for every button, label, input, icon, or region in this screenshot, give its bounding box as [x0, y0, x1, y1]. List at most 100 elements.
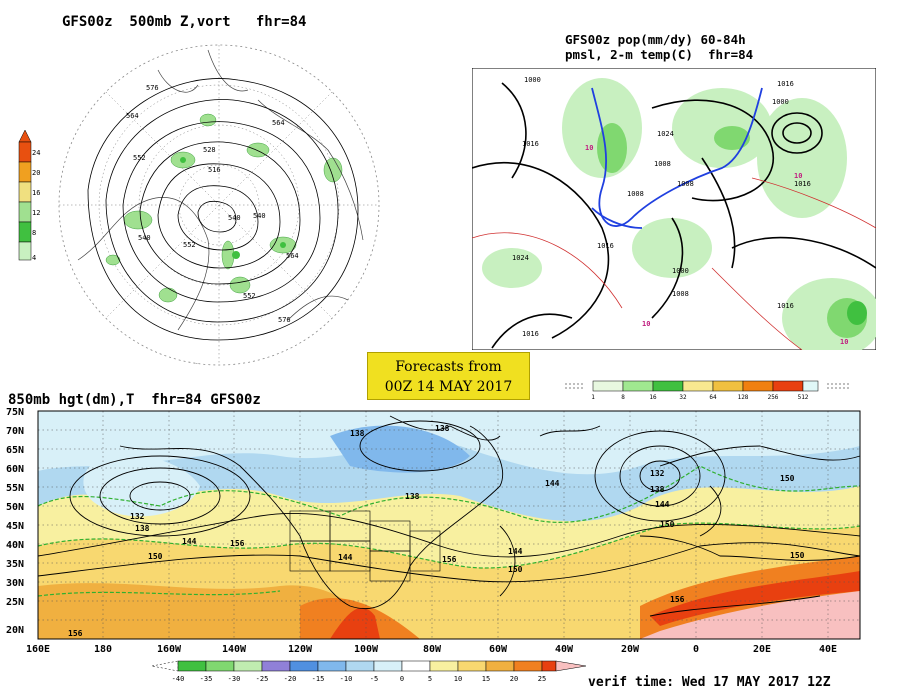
isobar-label: 1024	[512, 254, 529, 262]
height-label: 144	[338, 553, 353, 562]
temp-label: 10	[840, 338, 848, 346]
temp-colorbar-tick: 0	[400, 675, 404, 683]
isobar-label: 1016	[794, 180, 811, 188]
temp-colorbar-tick: -35	[200, 675, 213, 683]
polar-500mb-map: 576 564 552 540 528 516 540 552 564 576 …	[58, 44, 380, 370]
lat-label: 35N	[6, 559, 24, 570]
temp-colorbar-tick: -15	[312, 675, 325, 683]
lon-label: 120W	[288, 644, 313, 655]
polar-contour-label: 576	[146, 84, 159, 92]
lon-label: 60W	[489, 644, 508, 655]
isobar-label: 1016	[777, 80, 794, 88]
lat-label: 50N	[6, 502, 24, 513]
height-label: 132	[650, 469, 665, 478]
temp-label: 10	[794, 172, 802, 180]
lat-label: 20N	[6, 625, 24, 636]
temp-colorbar-tick: 15	[482, 675, 490, 683]
lon-label: 160W	[157, 644, 182, 655]
temp-colorbar-tick: 5	[428, 675, 432, 683]
height-label: 150	[790, 551, 805, 560]
map850-hgt-temp: 132 138 144 150 156 144 138 144 150 156 …	[6, 407, 861, 655]
precip-colorbar-tick: 64	[709, 394, 717, 401]
temp-colorbar-tick: -30	[228, 675, 241, 683]
polar-colorbar-tick: 20	[32, 169, 40, 177]
lon-label: 160E	[26, 644, 50, 655]
polar-contour-label: 540	[228, 214, 241, 222]
polar-contour-label: 588	[186, 362, 199, 370]
precip-colorbar-tick: 1	[591, 394, 595, 401]
height-label: 144	[655, 500, 670, 509]
precip-colorbar: 1 8 16 32 64 128 256 512	[565, 380, 850, 401]
lon-label: 180	[94, 644, 112, 655]
precip-colorbar-tick: 8	[621, 394, 625, 401]
forecast-init-box: Forecasts from 00Z 14 MAY 2017	[367, 352, 530, 400]
precip-panel-title: GFS00z pop(mm/dy) 60-84h pmsl, 2-m temp(…	[565, 32, 753, 62]
verif-time: verif time: Wed 17 MAY 2017 12Z	[588, 675, 831, 690]
lon-label: 20W	[621, 644, 640, 655]
polar-contour-label: 564	[126, 112, 139, 120]
precip-title-line1: GFS00z pop(mm/dy) 60-84h	[565, 32, 746, 47]
polar-contour-label: 552	[183, 241, 196, 249]
lat-label: 75N	[6, 407, 24, 418]
temp-colorbar-tick: -25	[256, 675, 269, 683]
precip-colorbar-tick: 32	[679, 394, 687, 401]
temp-colorbar-tick: 10	[454, 675, 462, 683]
height-label: 138	[435, 424, 450, 433]
height-label: 144	[182, 537, 197, 546]
map850-title: 850mb hgt(dm),T fhr=84 GFS00z	[8, 392, 261, 408]
polar-contour-label: 552	[243, 292, 256, 300]
isobar-label: 1008	[672, 290, 689, 298]
isobar-label: 1024	[657, 130, 674, 138]
polar-contour-label: 528	[203, 146, 216, 154]
height-label: 138	[650, 485, 665, 494]
polar-panel-title: GFS00z 500mb Z,vort fhr=84	[62, 14, 307, 30]
lon-label: 20E	[753, 644, 771, 655]
lat-label: 30N	[6, 578, 24, 589]
polar-colorbar-tick: 16	[32, 189, 40, 197]
temp-colorbar-tick: 20	[510, 675, 518, 683]
polar-contour-label: 564	[272, 119, 285, 127]
isobar-label: 1000	[772, 98, 789, 106]
isobar-label: 1016	[597, 242, 614, 250]
lat-label: 40N	[6, 540, 24, 551]
height-label: 150	[508, 565, 523, 574]
isobar-label: 1008	[627, 190, 644, 198]
height-label: 150	[780, 474, 795, 483]
forecast-line2: 00Z 14 MAY 2017	[384, 379, 513, 395]
isobar-label: 1016	[522, 330, 539, 338]
height-label: 156	[670, 595, 685, 604]
lon-label: 40E	[819, 644, 837, 655]
isobar-label: 1016	[522, 140, 539, 148]
forecast-line1: Forecasts from	[395, 359, 502, 375]
temp-colorbar-tick: -5	[370, 675, 378, 683]
polar-colorbar-tick: 8	[32, 229, 36, 237]
temp-colorbar-tick: 25	[538, 675, 546, 683]
height-label: 132	[130, 512, 145, 521]
lat-label: 65N	[6, 445, 24, 456]
lat-label: 60N	[6, 464, 24, 475]
isobar-label: 1008	[677, 180, 694, 188]
height-label: 138	[405, 492, 420, 501]
isobar-label: 1016	[777, 302, 794, 310]
temp-label: 10	[642, 320, 650, 328]
polar-contour-label: 564	[286, 252, 299, 260]
polar-colorbar-tick: 4	[32, 254, 36, 262]
polar-contour-label: 540	[138, 234, 151, 242]
height-label: 138	[350, 429, 365, 438]
temp-colorbar: -40 -35 -30 -25 -20 -15 -10 -5 0 5 10 15…	[151, 660, 587, 683]
height-label: 144	[508, 547, 523, 556]
height-label: 156	[230, 539, 245, 548]
height-label: 156	[68, 629, 83, 638]
lat-label: 25N	[6, 597, 24, 608]
isobar-label: 1000	[524, 76, 541, 84]
temp-colorbar-tick: -20	[284, 675, 297, 683]
precip-title-line2: pmsl, 2-m temp(C) fhr=84	[565, 47, 754, 62]
lon-label: 100W	[354, 644, 379, 655]
lat-label: 70N	[6, 426, 24, 437]
polar-contour-label: 540	[253, 212, 266, 220]
precip-pmsl-map: 1000 1016 1024 1008 1016 1016 1000 1008 …	[472, 68, 876, 350]
polar-contour-label: 516	[208, 166, 221, 174]
temp-colorbar-tick: -10	[340, 675, 353, 683]
isobar-label: 1000	[672, 267, 689, 275]
height-label: 138	[135, 524, 150, 533]
